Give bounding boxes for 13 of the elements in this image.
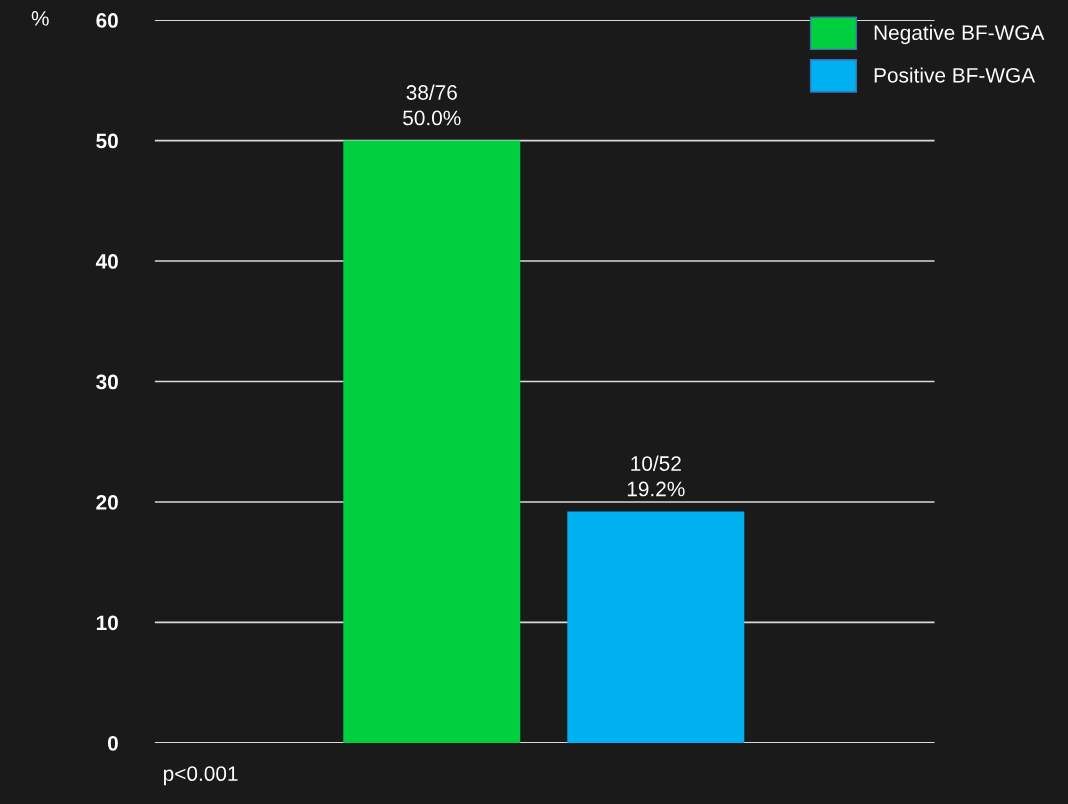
text: p<0.001 — [164, 766, 238, 786]
y-axis-title: % — [31, 11, 49, 26]
data-label: 38/76 50.0% — [403, 84, 461, 126]
data-label: 10/52 19.2% — [627, 455, 685, 497]
y-tick-label: 50 — [96, 133, 118, 149]
legend-label: Positive BF-WGA — [874, 67, 1036, 83]
y-tick-label: 0 — [107, 735, 118, 751]
legend-label: Negative BF-WGA — [874, 24, 1045, 45]
y-tick-label: 40 — [95, 254, 118, 269]
y-tick-label: 30 — [96, 374, 118, 390]
y-tick-label: 20 — [96, 494, 118, 510]
y-tick-label: 10 — [96, 615, 118, 631]
y-tick-label: 60 — [96, 13, 118, 28]
